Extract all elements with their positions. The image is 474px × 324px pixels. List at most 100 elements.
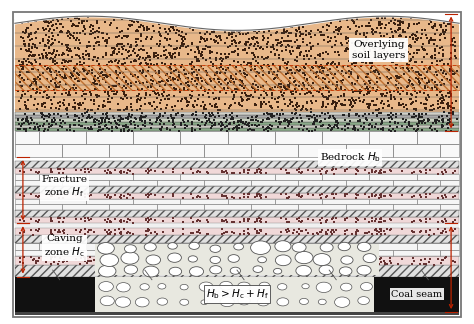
Point <box>82 219 89 224</box>
Point <box>41 126 49 131</box>
Point <box>451 15 459 20</box>
Point <box>393 78 401 84</box>
Point <box>117 260 125 265</box>
Point <box>331 50 338 55</box>
Point <box>210 76 218 81</box>
Point <box>317 171 325 176</box>
Point <box>39 70 46 75</box>
Point <box>440 74 448 79</box>
Point <box>157 34 165 39</box>
Point <box>382 16 389 21</box>
Point <box>39 112 47 117</box>
Bar <box>417 243 459 250</box>
Point <box>132 58 140 64</box>
Bar <box>393 204 440 210</box>
Point <box>86 89 94 94</box>
Text: Bedrock $H_{\mathrm{b}}$: Bedrock $H_{\mathrm{b}}$ <box>320 150 381 164</box>
Point <box>15 116 22 121</box>
Point <box>182 75 190 81</box>
Point <box>429 26 437 31</box>
Point <box>207 19 215 24</box>
Point <box>257 15 264 20</box>
Point <box>389 35 396 40</box>
Point <box>445 110 453 115</box>
Point <box>140 28 148 33</box>
Point <box>64 107 71 112</box>
Point <box>203 37 210 42</box>
Point <box>134 93 141 98</box>
Point <box>34 45 41 50</box>
Point <box>220 258 228 263</box>
Point <box>406 97 414 102</box>
Point <box>332 61 339 66</box>
Point <box>365 230 373 235</box>
Point <box>340 102 348 108</box>
Point <box>204 260 211 265</box>
Point <box>128 112 136 118</box>
Point <box>325 40 332 45</box>
Point <box>311 55 319 61</box>
Point <box>438 230 446 236</box>
Point <box>330 220 337 225</box>
Point <box>61 120 69 125</box>
Point <box>202 44 210 49</box>
Point <box>225 31 233 36</box>
Point <box>72 113 79 118</box>
Point <box>301 64 308 70</box>
Point <box>401 128 409 133</box>
Point <box>323 256 330 261</box>
Point <box>87 29 94 34</box>
Point <box>72 256 80 261</box>
Point <box>171 50 178 55</box>
Point <box>233 87 240 92</box>
Point <box>112 69 120 74</box>
Point <box>123 35 131 40</box>
Point <box>367 17 375 22</box>
Point <box>78 19 86 24</box>
Point <box>319 75 327 80</box>
Point <box>309 100 316 105</box>
Point <box>205 13 212 18</box>
Point <box>308 90 315 95</box>
Point <box>308 46 315 52</box>
Point <box>37 84 45 89</box>
Point <box>383 90 391 95</box>
Point <box>297 228 304 234</box>
Point <box>139 16 146 21</box>
Point <box>210 29 218 34</box>
Point <box>384 99 392 104</box>
Point <box>17 64 24 69</box>
Point <box>188 19 195 25</box>
Point <box>122 125 130 130</box>
Point <box>336 25 343 30</box>
Point <box>330 171 337 176</box>
Point <box>228 39 236 44</box>
Point <box>409 114 416 120</box>
Point <box>408 101 415 106</box>
Point <box>194 170 201 175</box>
Point <box>341 169 348 174</box>
Point <box>202 107 210 112</box>
Point <box>399 20 407 25</box>
Point <box>295 83 303 88</box>
Point <box>399 27 407 32</box>
Point <box>119 61 127 66</box>
Point <box>90 80 98 85</box>
Point <box>137 95 145 100</box>
Point <box>95 71 102 76</box>
Point <box>395 51 402 56</box>
Point <box>295 119 302 124</box>
Point <box>362 34 370 39</box>
Point <box>282 261 290 266</box>
Point <box>109 113 117 118</box>
Point <box>330 195 337 201</box>
Point <box>420 66 428 71</box>
Point <box>90 54 98 59</box>
Point <box>163 48 170 53</box>
Point <box>429 103 437 108</box>
Point <box>378 92 385 97</box>
Point <box>274 125 282 130</box>
Point <box>166 13 173 18</box>
Point <box>434 16 442 21</box>
Point <box>453 116 460 121</box>
